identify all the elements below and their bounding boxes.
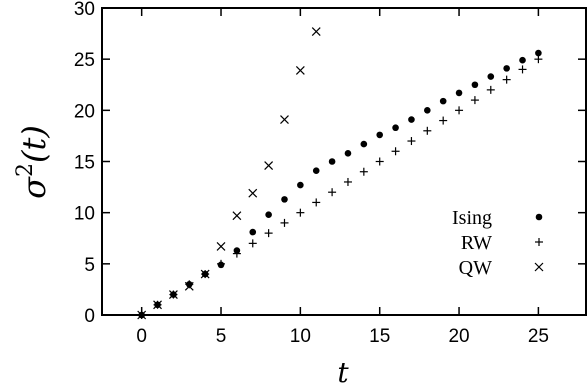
data-point-qw (280, 115, 289, 124)
data-point-rw (359, 167, 368, 176)
legend-marker-ising (535, 213, 543, 221)
x-tick-label: 5 (216, 326, 227, 347)
data-point-rw (248, 239, 257, 248)
data-point-rw (423, 126, 432, 135)
y-axis-ticks: 0 5 10 15 20 25 30 (74, 0, 586, 327)
y-tick-label: 30 (74, 0, 95, 20)
y-tick-label: 15 (74, 153, 95, 174)
data-point-ising (424, 107, 431, 114)
data-point-ising (249, 228, 257, 236)
data-point-ising (408, 116, 415, 123)
data-point-ising (360, 140, 368, 148)
data-point-rw (264, 229, 273, 238)
x-tick-label: 10 (290, 326, 311, 347)
data-point-rw (217, 259, 226, 268)
legend-marker-qw (534, 262, 544, 272)
data-point-qw (137, 310, 147, 320)
data-point-ising (471, 81, 479, 89)
data-point-ising (455, 89, 463, 97)
plot-frame (101, 7, 587, 316)
y-tick-label: 20 (74, 101, 95, 122)
data-point-ising (487, 73, 495, 80)
legend-marker-rw (535, 238, 543, 246)
data-point-qw (184, 281, 194, 291)
data-point-rw (375, 157, 384, 166)
data-point-qw (295, 65, 305, 75)
data-point-rw (534, 55, 543, 64)
x-tick-label: 25 (528, 326, 549, 347)
data-point-rw (518, 65, 527, 74)
data-point-rw (391, 147, 400, 156)
y-axis-label-exponent: 2 (13, 163, 38, 177)
data-point-rw (296, 208, 305, 217)
data-point-ising (439, 97, 447, 105)
y-tick-label: 5 (84, 255, 95, 276)
data-point-qw (168, 290, 178, 299)
legend-label-qw: QW (459, 257, 492, 279)
data-point-rw (280, 218, 289, 227)
legend-label-ising: Ising (452, 207, 492, 229)
data-point-rw (407, 137, 416, 146)
data-point-ising (376, 131, 384, 139)
data-points (137, 27, 543, 320)
data-point-ising (344, 150, 352, 157)
y-axis-label: σ2(t) (13, 125, 53, 199)
data-point-rw (439, 116, 448, 125)
data-point-ising (297, 181, 304, 189)
y-tick-label: 25 (74, 50, 95, 71)
x-axis-ticks: 0 5 10 15 20 25 (136, 8, 549, 347)
data-point-ising (392, 124, 399, 132)
x-axis-label: t (337, 356, 349, 388)
data-point-qw (232, 211, 242, 221)
x-tick-label: 0 (136, 326, 147, 347)
data-point-ising (519, 56, 526, 64)
data-point-qw (200, 269, 210, 279)
data-point-rw (232, 249, 241, 258)
data-point-ising (503, 65, 510, 72)
data-point-rw (486, 85, 495, 94)
data-point-ising (312, 167, 320, 175)
y-tick-label: 10 (74, 204, 95, 225)
legend: Ising RW QW (452, 207, 544, 279)
data-point-ising (535, 49, 542, 57)
data-point-ising (281, 196, 288, 203)
data-point-rw (470, 96, 479, 105)
x-tick-label: 20 (448, 326, 469, 347)
y-axis-label-argument: (t) (15, 125, 53, 163)
data-point-rw (502, 75, 511, 84)
data-point-rw (312, 198, 321, 207)
y-axis-label-base: σ (15, 176, 53, 199)
data-point-ising (265, 211, 272, 219)
data-point-qw (216, 242, 226, 251)
data-point-rw (343, 177, 352, 186)
y-tick-label: 0 (84, 306, 95, 327)
data-point-qw (311, 27, 321, 36)
data-point-qw (264, 161, 274, 171)
data-point-qw (153, 300, 162, 310)
legend-label-rw: RW (461, 232, 492, 254)
plot-border (101, 7, 587, 316)
data-point-rw (455, 106, 464, 115)
data-point-rw (328, 188, 337, 197)
data-point-ising (328, 158, 336, 165)
data-point-qw (248, 188, 258, 198)
x-tick-label: 15 (369, 326, 390, 347)
